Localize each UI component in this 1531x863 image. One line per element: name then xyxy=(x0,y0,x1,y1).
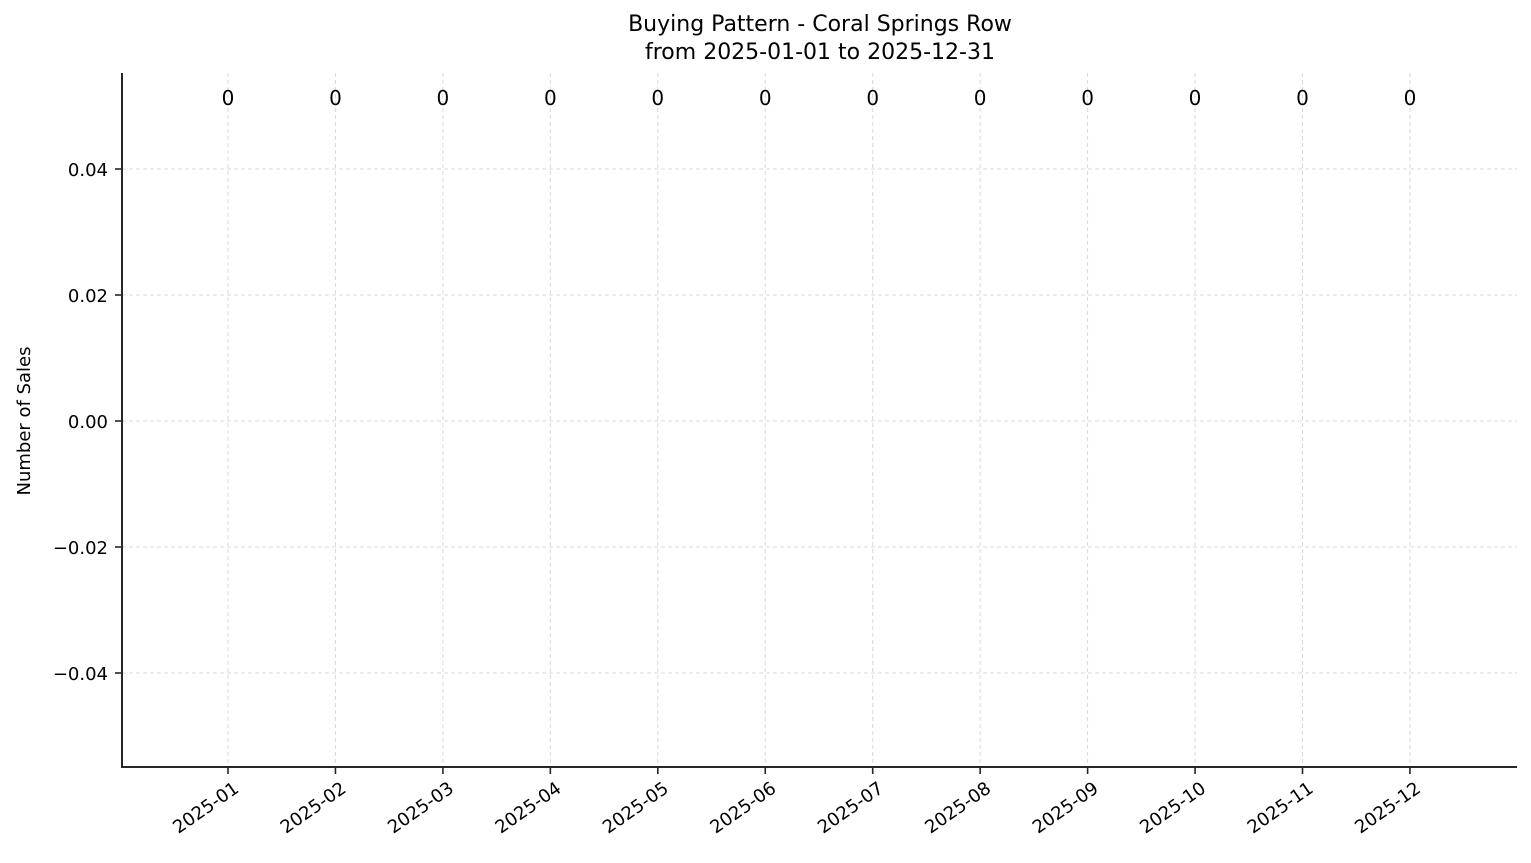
chart-title: Buying Pattern - Coral Springs Row xyxy=(628,12,1012,37)
bar-value-label: 0 xyxy=(1189,86,1202,110)
bar-value-label: 0 xyxy=(437,86,450,110)
x-tick-label: 2025-07 xyxy=(814,778,888,838)
y-axis-ticks: 0.04 0.02 0.00 −0.02 −0.04 xyxy=(53,160,122,685)
bar-value-label: 0 xyxy=(866,86,879,110)
bar-value-label: 0 xyxy=(651,86,664,110)
bar-value-label: 0 xyxy=(222,86,235,110)
bar-value-label: 0 xyxy=(1404,86,1417,110)
y-tick-label: 0.02 xyxy=(68,286,108,307)
x-tick-label: 2025-01 xyxy=(169,778,243,838)
x-tick-label: 2025-11 xyxy=(1244,778,1318,838)
y-tick-label: 0.04 xyxy=(68,160,108,181)
x-tick-label: 2025-08 xyxy=(921,778,995,838)
y-tick-label: −0.04 xyxy=(53,664,108,685)
x-tick-label: 2025-09 xyxy=(1029,778,1103,838)
y-axis-label: Number of Sales xyxy=(14,346,35,495)
x-tick-label: 2025-03 xyxy=(384,778,458,838)
x-axis-ticks: 2025-01 2025-02 2025-03 2025-04 2025-05 2025-… xyxy=(169,767,1425,838)
x-tick-label: 2025-06 xyxy=(706,778,780,838)
x-tick-label: 2025-05 xyxy=(599,778,673,838)
bar-value-label: 0 xyxy=(544,86,557,110)
bar-value-label: 0 xyxy=(759,86,772,110)
x-tick-label: 2025-12 xyxy=(1351,778,1425,838)
x-tick-label: 2025-04 xyxy=(492,778,566,838)
bar-value-label: 0 xyxy=(329,86,342,110)
bar-value-label: 0 xyxy=(1296,86,1309,110)
chart-subtitle: from 2025-01-01 to 2025-12-31 xyxy=(645,40,995,65)
axes xyxy=(121,73,1517,768)
x-tick-label: 2025-02 xyxy=(277,778,351,838)
bar-value-label: 0 xyxy=(1081,86,1094,110)
x-tick-label: 2025-10 xyxy=(1136,778,1210,838)
data-labels: 0 0 0 0 0 0 0 0 0 0 0 0 xyxy=(222,86,1417,110)
bar-value-label: 0 xyxy=(974,86,987,110)
y-tick-label: 0.00 xyxy=(68,412,108,433)
y-tick-label: −0.02 xyxy=(53,538,108,559)
grid-lines xyxy=(122,73,1517,767)
